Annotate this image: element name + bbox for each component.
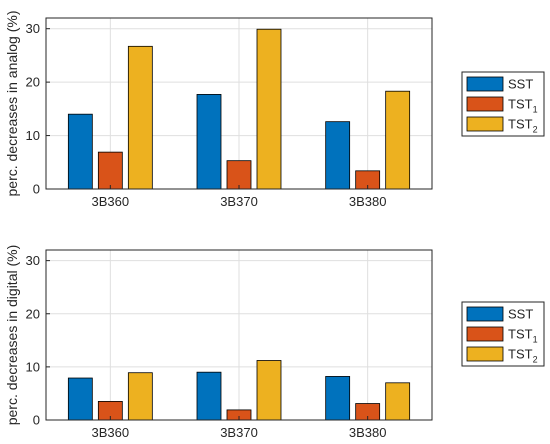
- ytick-label: 30: [26, 21, 40, 36]
- legend-swatch-tst1: [466, 96, 504, 112]
- legend-swatch-tst1: [466, 326, 504, 342]
- legend: SST TST1 TST2: [461, 71, 545, 137]
- legend-label-tst1: TST1: [508, 327, 538, 345]
- legend-swatch-sst: [466, 76, 504, 92]
- bar-tst2-3b360: [127, 372, 153, 421]
- legend-swatch-tst2: [466, 116, 504, 132]
- legend-label-tst2: TST2: [508, 347, 538, 365]
- ytick-label: 20: [26, 306, 40, 321]
- xtick-label: 3B380: [349, 425, 387, 440]
- bar-tst2-3b360: [127, 45, 153, 190]
- legend-swatch-tst2: [466, 346, 504, 362]
- legend-label-sst: SST: [508, 77, 533, 92]
- ytick-label: 0: [33, 413, 40, 428]
- legend-label-tst1: TST1: [508, 97, 538, 115]
- ytick-label: 30: [26, 253, 40, 268]
- xtick-label: 3B380: [349, 194, 387, 209]
- bar-tst2-3b380: [385, 382, 411, 421]
- bar-tst2-3b370: [256, 360, 282, 421]
- xtick-label: 3B370: [220, 425, 258, 440]
- bar-sst-3b380: [325, 376, 351, 421]
- bar-tst2-3b380: [385, 90, 411, 190]
- bar-sst-3b360: [67, 113, 93, 190]
- panel-digital: 0 10 20 30 3B360 3B370 3B380 perc. decreases in…: [4, 245, 545, 440]
- ytick-label: 0: [33, 182, 40, 197]
- panel-analog: 0 10 20 30 3B360 3B370 3B380 perc. decreases in…: [4, 11, 545, 209]
- y-axis-label: perc. decreases in analog (%): [4, 11, 20, 197]
- ytick-label: 10: [26, 359, 40, 374]
- bar-sst-3b380: [325, 121, 351, 190]
- legend-swatch-sst: [466, 306, 504, 322]
- xtick-label: 3B370: [220, 194, 258, 209]
- xtick-label: 3B360: [92, 194, 130, 209]
- bar-tst1-3b370: [226, 160, 252, 190]
- bar-sst-3b370: [196, 371, 222, 421]
- legend-label-tst2: TST2: [508, 117, 538, 135]
- legend: SST TST1 TST2: [461, 301, 545, 367]
- y-axis-label: perc. decreases in digital (%): [4, 245, 20, 426]
- legend-label-sst: SST: [508, 307, 533, 322]
- bar-sst-3b360: [67, 377, 93, 421]
- ytick-label: 20: [26, 75, 40, 90]
- bar-tst1-3b360: [97, 151, 123, 190]
- bar-tst2-3b370: [256, 28, 282, 190]
- ytick-label: 10: [26, 128, 40, 143]
- xtick-label: 3B360: [92, 425, 130, 440]
- bar-sst-3b370: [196, 94, 222, 190]
